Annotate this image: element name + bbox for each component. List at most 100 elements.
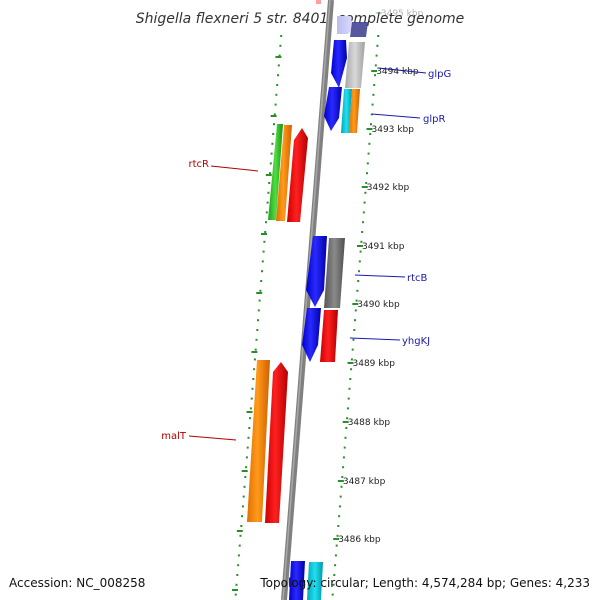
- kbp-label: 3486 kbp: [338, 535, 381, 545]
- minor-tick: [350, 358, 353, 361]
- minor-tick: [377, 35, 380, 37]
- minor-tick: [342, 466, 345, 469]
- minor-tick: [337, 525, 340, 527]
- minor-tick: [368, 142, 371, 145]
- minor-tick: [260, 280, 263, 282]
- minor-tick: [347, 397, 350, 400]
- map-title: Shigella flexneri 5 str. 8401, complete …: [136, 11, 465, 27]
- gene-arrow: [324, 87, 342, 131]
- minor-tick: [353, 329, 356, 331]
- minor-tick: [370, 123, 372, 126]
- minor-tick: [262, 250, 265, 253]
- minor-tick: [261, 270, 263, 273]
- gene-label-yhgKJ: yhgKJ: [349, 336, 430, 347]
- gene-arrow: [345, 42, 365, 88]
- genome-backbone-highlight: [282, 0, 331, 600]
- minor-tick: [276, 84, 279, 86]
- kbp-label: 3487 kbp: [343, 477, 386, 487]
- minor-tick: [364, 191, 367, 194]
- minor-tick: [273, 123, 275, 126]
- minor-tick: [334, 554, 337, 557]
- minor-tick: [352, 338, 355, 341]
- kbp-labels: 3495 kbp 3494 kbp 3493 kbp 3492 kbp 3491 kbp…: [338, 9, 423, 545]
- minor-tick-marks: [234, 35, 380, 596]
- gene-arrow: [331, 40, 347, 88]
- gene-arrow: [276, 125, 292, 221]
- minor-tick: [249, 417, 252, 420]
- minor-tick: [238, 544, 241, 547]
- minor-tick: [346, 407, 349, 410]
- gene-arrow: [320, 310, 338, 362]
- minor-tick: [366, 162, 369, 165]
- minor-tick: [334, 564, 337, 567]
- minor-tick: [335, 544, 338, 547]
- minor-tick: [332, 583, 335, 586]
- minor-tick: [371, 103, 374, 106]
- minor-tick: [361, 231, 364, 233]
- gene-arrow: [324, 238, 345, 308]
- minor-tick: [265, 221, 267, 224]
- minor-tick: [373, 84, 376, 86]
- minor-tick: [242, 495, 245, 498]
- kbp-label: 3495 kbp: [381, 9, 424, 19]
- minor-tick: [254, 348, 257, 351]
- kbp-label: 3488 kbp: [348, 418, 391, 428]
- minor-tick: [374, 74, 376, 77]
- gene-arrow: [302, 308, 321, 362]
- minor-tick: [268, 182, 271, 184]
- minor-tick: [365, 182, 368, 184]
- minor-tick: [263, 240, 266, 243]
- minor-tick: [359, 250, 362, 253]
- minor-tick: [372, 93, 375, 96]
- minor-tick: [237, 554, 240, 557]
- minor-tick: [341, 476, 344, 478]
- gene-arrow: [247, 360, 270, 522]
- minor-tick: [338, 515, 341, 518]
- gene-label-rtcB: rtcB: [354, 273, 428, 284]
- gene-arrow: [306, 236, 327, 307]
- minor-tick: [257, 309, 260, 312]
- gene-arrow: [307, 562, 323, 600]
- minor-tick: [279, 44, 282, 47]
- minor-tick: [366, 172, 368, 175]
- gene-arrow: [289, 561, 305, 600]
- minor-tick: [338, 505, 341, 508]
- minor-tick: [376, 44, 379, 47]
- minor-tick: [257, 319, 259, 322]
- gene-label-rtcR: rtcR: [189, 159, 259, 172]
- kbp-label: 3494 kbp: [376, 67, 419, 77]
- minor-tick: [354, 309, 357, 312]
- minor-tick: [253, 368, 256, 371]
- minor-tick: [358, 270, 360, 273]
- minor-tick: [362, 221, 364, 224]
- minor-tick: [336, 534, 339, 537]
- minor-tick: [369, 133, 372, 135]
- kbp-label: 3491 kbp: [362, 242, 405, 252]
- svg-text:yhgKJ: yhgKJ: [402, 336, 430, 347]
- minor-tick: [235, 583, 238, 586]
- minor-tick: [277, 74, 279, 77]
- minor-tick: [355, 299, 358, 302]
- minor-tick: [357, 280, 360, 282]
- minor-tick: [280, 35, 283, 37]
- gene-label-glpG: glpG: [377, 67, 451, 80]
- svg-text:malT: malT: [161, 431, 187, 442]
- svg-text:rtcB: rtcB: [407, 273, 428, 284]
- minor-tick: [245, 466, 248, 469]
- minor-tick: [256, 329, 259, 331]
- gene-arrow: [350, 22, 368, 37]
- minor-tick: [349, 378, 352, 380]
- gene-arrow: [337, 16, 354, 34]
- minor-tick: [367, 152, 370, 155]
- minor-tick: [375, 54, 378, 57]
- accession-text: Accession: NC_008258: [9, 576, 146, 590]
- minor-tick: [265, 211, 268, 214]
- topology-text: Topology: circular; Length: 4,574,284 bp…: [260, 576, 590, 590]
- minor-tick: [331, 593, 334, 596]
- svg-text:glpR: glpR: [423, 114, 445, 125]
- minor-tick: [271, 142, 274, 145]
- minor-tick: [374, 64, 377, 67]
- gene-arrow: [316, 0, 321, 4]
- svg-text:rtcR: rtcR: [189, 159, 210, 170]
